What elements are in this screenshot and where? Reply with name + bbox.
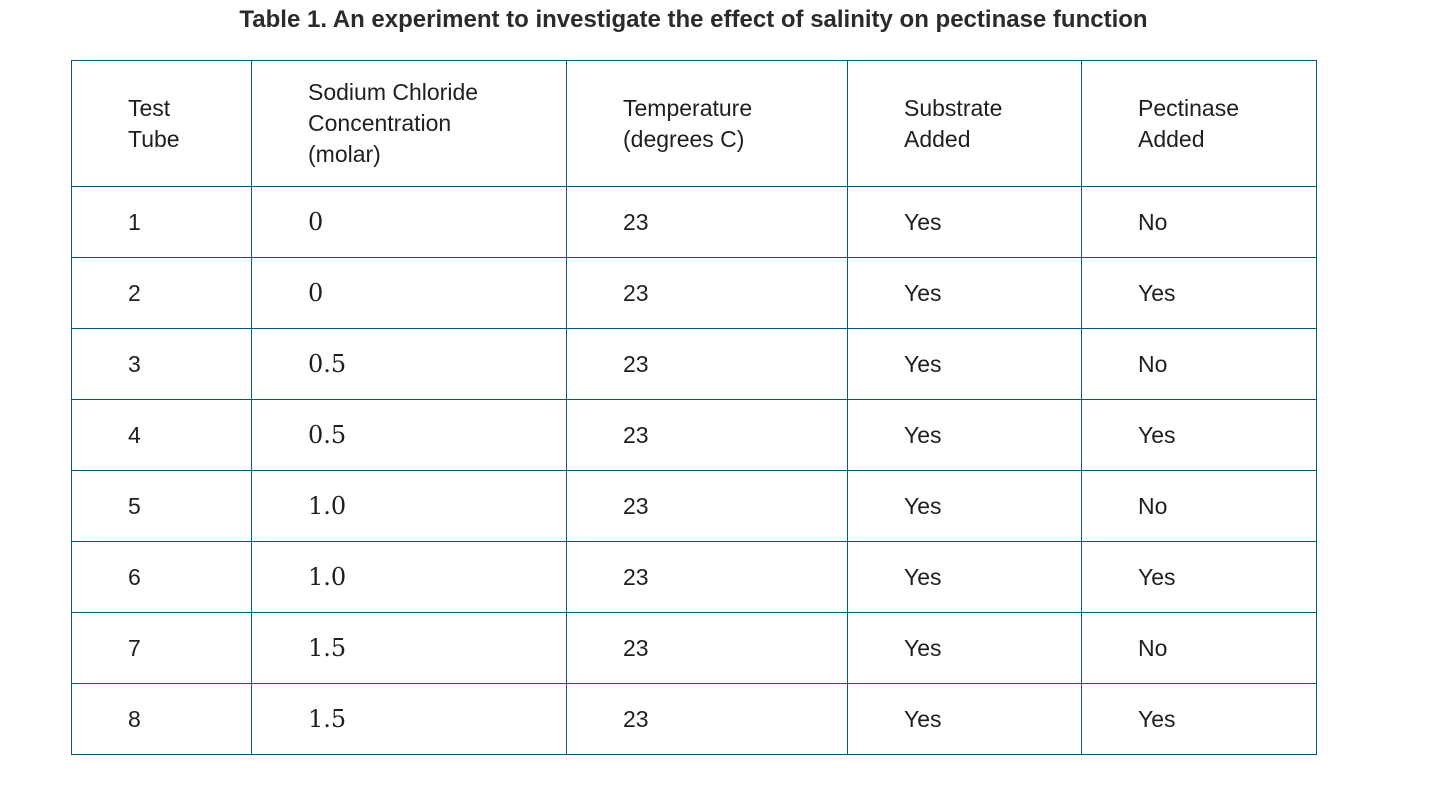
table-row: 4 0.5 23 Yes Yes <box>71 399 1317 471</box>
cell-temperature: 23 <box>566 328 848 400</box>
cell-substrate-added: Yes <box>847 328 1082 400</box>
cell-temperature: 23 <box>566 683 848 755</box>
column-header-substrate-added: Substrate Added <box>847 60 1082 187</box>
table-row: 1 0 23 Yes No <box>71 186 1317 258</box>
cell-test-tube: 3 <box>71 328 252 400</box>
cell-pectinase-added: No <box>1081 328 1317 400</box>
table-row: 2 0 23 Yes Yes <box>71 257 1317 329</box>
cell-pectinase-added: No <box>1081 470 1317 542</box>
cell-test-tube: 1 <box>71 186 252 258</box>
cell-substrate-added: Yes <box>847 257 1082 329</box>
table-row: 5 1.0 23 Yes No <box>71 470 1317 542</box>
table-row: 6 1.0 23 Yes Yes <box>71 541 1317 613</box>
table-row: 7 1.5 23 Yes No <box>71 612 1317 684</box>
cell-substrate-added: Yes <box>847 612 1082 684</box>
cell-pectinase-added: No <box>1081 612 1317 684</box>
cell-substrate-added: Yes <box>847 399 1082 471</box>
cell-substrate-added: Yes <box>847 541 1082 613</box>
cell-temperature: 23 <box>566 541 848 613</box>
cell-test-tube: 8 <box>71 683 252 755</box>
cell-pectinase-added: Yes <box>1081 683 1317 755</box>
cell-test-tube: 6 <box>71 541 252 613</box>
cell-pectinase-added: No <box>1081 186 1317 258</box>
table-caption-wrap: Table 1. An experiment to investigate th… <box>71 6 1316 34</box>
cell-test-tube: 2 <box>71 257 252 329</box>
cell-nacl-concentration: 1.5 <box>251 683 567 755</box>
column-header-temperature: Temperature (degrees C) <box>566 60 848 187</box>
cell-nacl-concentration: 1.0 <box>251 470 567 542</box>
cell-pectinase-added: Yes <box>1081 257 1317 329</box>
cell-temperature: 23 <box>566 470 848 542</box>
cell-nacl-concentration: 0.5 <box>251 328 567 400</box>
cell-temperature: 23 <box>566 399 848 471</box>
cell-nacl-concentration: 1.0 <box>251 541 567 613</box>
cell-pectinase-added: Yes <box>1081 541 1317 613</box>
cell-test-tube: 7 <box>71 612 252 684</box>
experiment-table: Test Tube Sodium Chloride Concentration … <box>71 60 1317 755</box>
cell-nacl-concentration: 0 <box>251 257 567 329</box>
cell-substrate-added: Yes <box>847 683 1082 755</box>
cell-test-tube: 4 <box>71 399 252 471</box>
cell-temperature: 23 <box>566 186 848 258</box>
cell-substrate-added: Yes <box>847 186 1082 258</box>
table-row: 8 1.5 23 Yes Yes <box>71 683 1317 755</box>
table-title: Table 1. An experiment to investigate th… <box>239 6 1148 33</box>
column-header-nacl-concentration: Sodium Chloride Concentration (molar) <box>251 60 567 187</box>
cell-temperature: 23 <box>566 612 848 684</box>
cell-nacl-concentration: 0.5 <box>251 399 567 471</box>
column-header-test-tube: Test Tube <box>71 60 252 187</box>
column-header-pectinase-added: Pectinase Added <box>1081 60 1317 187</box>
cell-substrate-added: Yes <box>847 470 1082 542</box>
cell-nacl-concentration: 1.5 <box>251 612 567 684</box>
cell-temperature: 23 <box>566 257 848 329</box>
cell-pectinase-added: Yes <box>1081 399 1317 471</box>
cell-test-tube: 5 <box>71 470 252 542</box>
header-row: Test Tube Sodium Chloride Concentration … <box>71 60 1317 187</box>
table-row: 3 0.5 23 Yes No <box>71 328 1317 400</box>
cell-nacl-concentration: 0 <box>251 186 567 258</box>
